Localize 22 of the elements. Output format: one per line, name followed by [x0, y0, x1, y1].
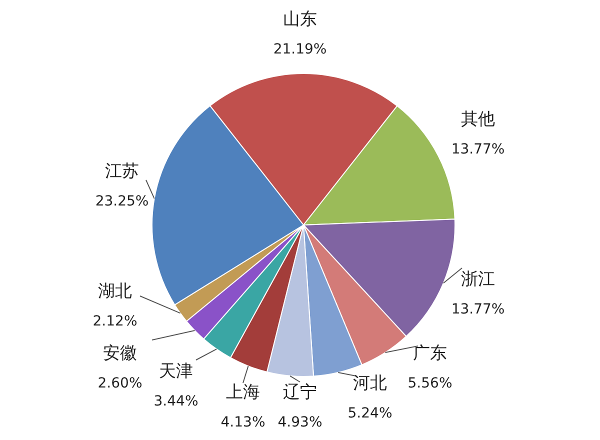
- slice-label: 广东: [413, 343, 447, 364]
- slice-label: 江苏: [105, 161, 139, 182]
- slice-label: 浙江: [461, 269, 495, 290]
- slice-label: 其他: [461, 109, 495, 130]
- data-label: 4.93%: [278, 414, 322, 431]
- data-label: 5.24%: [348, 406, 392, 422]
- data-label: 23.25%: [95, 194, 149, 210]
- slice-label: 湖北: [98, 281, 132, 302]
- data-label: 2.12%: [92, 314, 138, 330]
- data-label: 4.13%: [220, 414, 266, 431]
- slice-label: 河北: [353, 373, 387, 394]
- data-label: 2.60%: [98, 376, 142, 392]
- data-label: 21.19%: [273, 42, 327, 58]
- data-label: 13.77%: [451, 142, 505, 158]
- slice-label: 上海: [226, 382, 260, 402]
- data-label: 5.56%: [408, 376, 452, 392]
- slice-label: 辽宁: [283, 382, 317, 402]
- slice-label: 安徽: [103, 343, 137, 364]
- slice-label: 天津: [159, 361, 193, 382]
- data-label: 3.44%: [154, 394, 198, 410]
- slice-label: 山东: [283, 9, 317, 30]
- data-label: 13.77%: [451, 302, 505, 318]
